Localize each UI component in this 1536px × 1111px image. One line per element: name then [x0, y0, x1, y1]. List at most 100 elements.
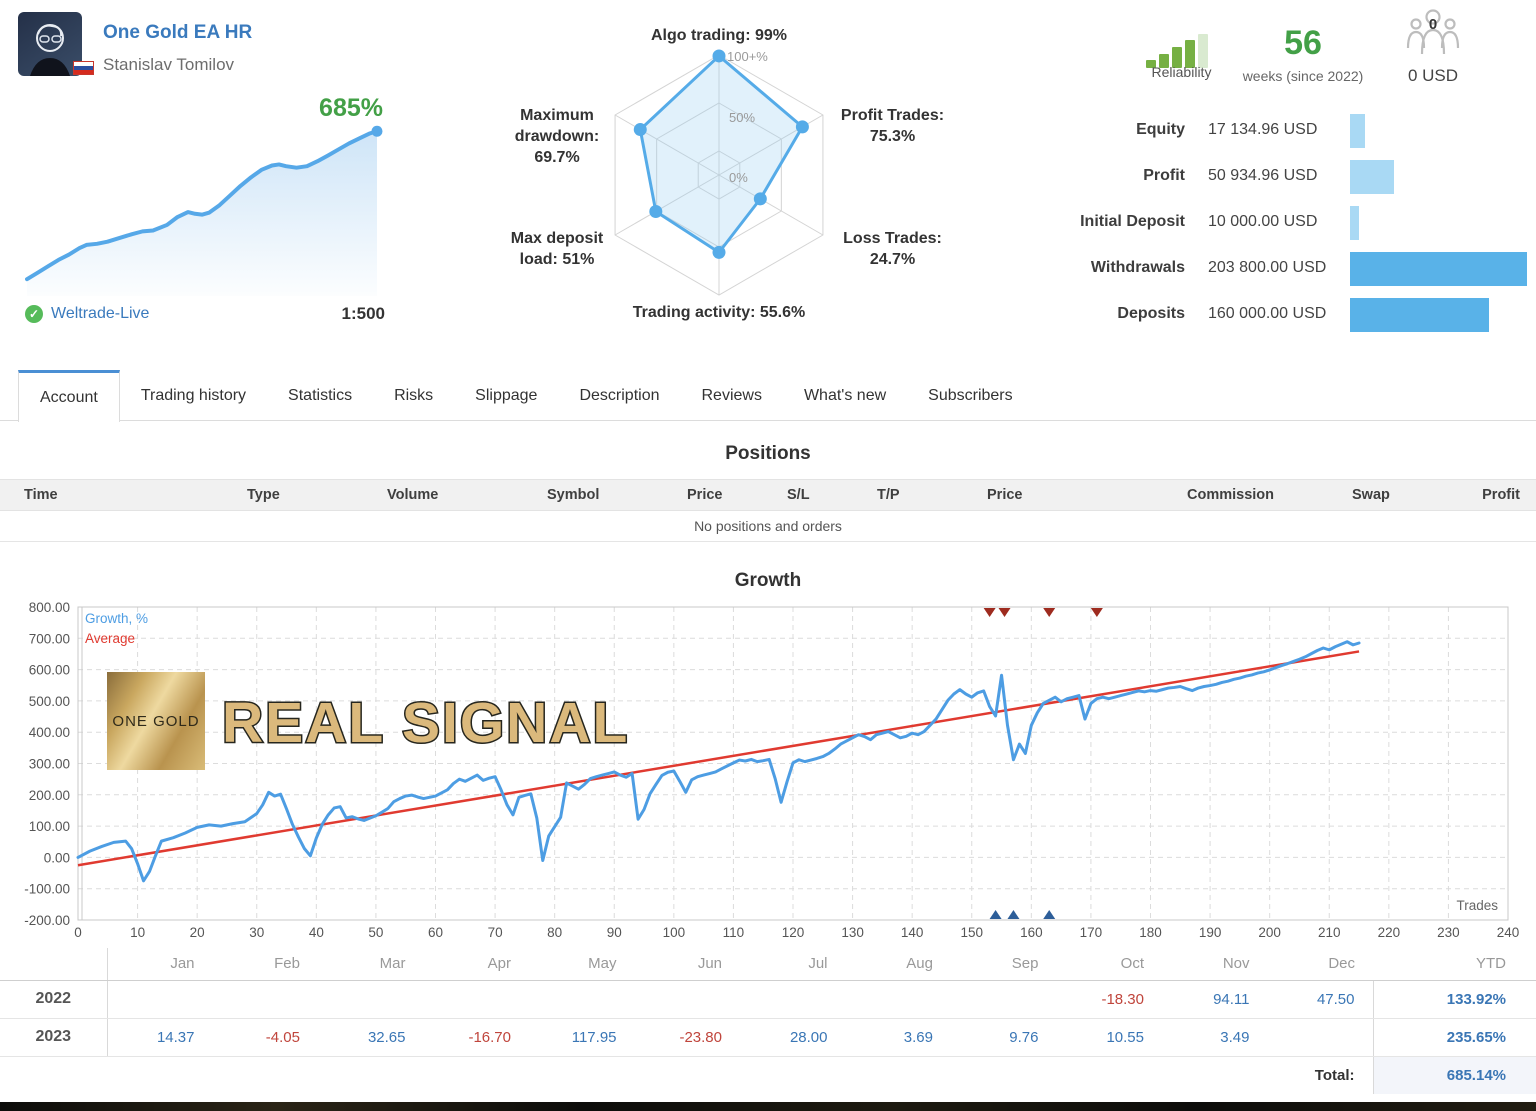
- tab-what-s-new[interactable]: What's new: [803, 386, 887, 404]
- positions-col-symbol: Symbol: [525, 479, 665, 511]
- subscribers-icon: [1406, 9, 1460, 55]
- svg-text:90: 90: [607, 925, 622, 940]
- tab-bar: Account Trading history Statistics Risks Sli…: [0, 370, 1536, 422]
- monthly-value: 3.69: [845, 1018, 951, 1057]
- monthly-value: 14.37: [107, 1018, 213, 1057]
- signal-name[interactable]: One Gold EA HR: [103, 22, 253, 43]
- tab-risks[interactable]: Risks: [394, 386, 434, 404]
- avatar-face-art: [30, 24, 70, 76]
- real-signal-watermark: REAL SIGNAL: [220, 690, 630, 757]
- tab-description[interactable]: Description: [579, 386, 660, 404]
- stat-bar: [1350, 298, 1489, 332]
- monthly-value: [529, 980, 635, 1019]
- svg-text:20: 20: [190, 925, 205, 940]
- broker-link[interactable]: Weltrade-Live: [51, 305, 150, 322]
- subscribers-count: 0: [1428, 16, 1438, 33]
- weeks-label: weeks (since 2022): [1242, 68, 1364, 84]
- tab-trading-history[interactable]: Trading history: [140, 386, 247, 404]
- svg-text:200: 200: [1258, 925, 1281, 940]
- cropped-banner-strip: [0, 1102, 1536, 1111]
- monthly-growth-section: Jan Feb Mar Apr May Jun Jul Aug Sep Oct Nov Dec YTD …: [0, 948, 1536, 1094]
- stat-bar: [1350, 206, 1359, 240]
- svg-text:150: 150: [960, 925, 983, 940]
- svg-text:240: 240: [1497, 925, 1520, 940]
- positions-col-time: Time: [0, 479, 225, 511]
- monthly-value: -16.70: [423, 1018, 529, 1057]
- radar-ring-0: 0%: [729, 170, 748, 185]
- growth-chart[interactable]: -200.00 -100.00 0.00 100.00 200.00 300.00 400.…: [0, 598, 1536, 948]
- tab-account[interactable]: Account: [18, 370, 120, 422]
- year-label: 2023: [0, 1018, 108, 1057]
- reliability-icon: [1146, 34, 1216, 68]
- svg-text:130: 130: [841, 925, 864, 940]
- monthly-col-apr: Apr: [423, 948, 529, 981]
- svg-text:500.00: 500.00: [29, 694, 70, 709]
- radar-axis-label: Max deposit load: 51%: [510, 230, 604, 268]
- mini-growth-chart: [25, 125, 383, 296]
- signal-author[interactable]: Stanislav Tomilov: [103, 55, 235, 74]
- positions-col-profit: Profit: [1465, 479, 1536, 511]
- monthly-col-ytd: YTD: [1373, 948, 1536, 981]
- tab-reviews[interactable]: Reviews: [701, 386, 762, 404]
- monthly-col-jul: Jul: [740, 948, 846, 981]
- stat-bar: [1350, 114, 1365, 148]
- avatar[interactable]: [18, 12, 82, 76]
- monthly-col-year: [0, 948, 108, 981]
- stat-label-profit: Profit: [1143, 167, 1185, 184]
- ytd-value: 235.65%: [1372, 1018, 1536, 1057]
- one-gold-logo-text: ONE GOLD: [112, 712, 200, 730]
- svg-text:160: 160: [1020, 925, 1043, 940]
- tab-statistics[interactable]: Statistics: [288, 386, 353, 404]
- stat-value: 17 134.96 USD: [1208, 121, 1318, 138]
- svg-text:100.00: 100.00: [29, 819, 70, 834]
- svg-text:230: 230: [1437, 925, 1460, 940]
- broker-row: ✓ Weltrade-Live 1:500: [25, 303, 385, 327]
- monthly-col-mar: Mar: [318, 948, 424, 981]
- svg-text:400.00: 400.00: [29, 725, 70, 740]
- monthly-value: 28.00: [740, 1018, 846, 1057]
- monthly-value: [740, 980, 846, 1019]
- monthly-value: 117.95: [529, 1018, 635, 1057]
- monthly-value: 47.50: [1267, 980, 1373, 1019]
- stat-label-equity: Equity: [1136, 121, 1185, 138]
- monthly-value: 32.65: [318, 1018, 424, 1057]
- positions-col-sl: S/L: [765, 479, 855, 511]
- svg-text:600.00: 600.00: [29, 663, 70, 678]
- tab-slippage[interactable]: Slippage: [475, 386, 538, 404]
- radar-ring-100: 100+%: [727, 49, 768, 64]
- growth-percent-badge: 685%: [319, 94, 383, 122]
- monthly-value: -23.80: [634, 1018, 740, 1057]
- positions-col-price: Price: [965, 479, 1165, 511]
- monthly-value: -18.30: [1056, 980, 1162, 1019]
- positions-col-volume: Volume: [365, 479, 525, 511]
- monthly-value: 9.76: [951, 1018, 1057, 1057]
- svg-text:Trades: Trades: [1456, 898, 1498, 913]
- positions-table: Time Type Volume Symbol Price S/L T/P Price Comm…: [0, 479, 1536, 542]
- svg-text:700.00: 700.00: [29, 631, 70, 646]
- signal-header: One Gold EA HR Stanislav Tomilov 685% ✓ …: [0, 0, 1536, 362]
- stat-value: 50 934.96 USD: [1208, 167, 1318, 184]
- svg-text:50: 50: [368, 925, 383, 940]
- svg-text:60: 60: [428, 925, 443, 940]
- radar-axis-label: Loss Trades: 24.7%: [843, 230, 942, 268]
- positions-col-price: Price: [665, 479, 765, 511]
- trading-radar-chart: [614, 49, 824, 296]
- svg-text:110: 110: [723, 925, 745, 940]
- monthly-col-jan: Jan: [107, 948, 213, 981]
- svg-text:100: 100: [663, 925, 686, 940]
- year-label: 2022: [0, 980, 108, 1019]
- monthly-col-nov: Nov: [1162, 948, 1268, 981]
- stat-label-deposits: Deposits: [1117, 305, 1185, 322]
- monthly-col-feb: Feb: [212, 948, 318, 981]
- russia-flag-icon: [73, 61, 94, 75]
- svg-text:70: 70: [488, 925, 503, 940]
- svg-text:220: 220: [1378, 925, 1401, 940]
- positions-empty-message: No positions and orders: [0, 510, 1536, 542]
- svg-text:170: 170: [1080, 925, 1103, 940]
- radar-axis-label: Maximum drawdown: 69.7%: [514, 107, 600, 166]
- svg-text:0: 0: [74, 925, 82, 940]
- verified-check-icon: ✓: [25, 305, 43, 323]
- tab-subscribers[interactable]: Subscribers: [928, 386, 1013, 404]
- monthly-value: [1267, 1018, 1373, 1057]
